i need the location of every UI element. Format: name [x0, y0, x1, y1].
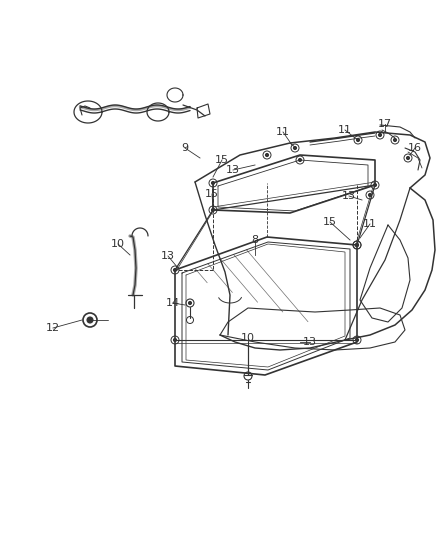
Circle shape: [392, 139, 396, 141]
Circle shape: [211, 182, 214, 184]
Circle shape: [355, 244, 358, 246]
Circle shape: [355, 338, 358, 342]
Text: 11: 11: [362, 219, 376, 229]
Circle shape: [211, 208, 214, 212]
Text: 10: 10: [240, 333, 254, 343]
Circle shape: [87, 317, 93, 323]
Circle shape: [367, 193, 371, 197]
Text: 15: 15: [215, 155, 229, 165]
Text: 9: 9: [181, 143, 188, 153]
Text: 14: 14: [166, 298, 180, 308]
Circle shape: [188, 302, 191, 304]
Circle shape: [406, 157, 409, 159]
Text: 13: 13: [161, 251, 175, 261]
Circle shape: [373, 183, 376, 187]
Circle shape: [265, 154, 268, 157]
Text: 15: 15: [205, 189, 219, 199]
Text: 13: 13: [302, 337, 316, 347]
Text: 17: 17: [377, 119, 391, 129]
Text: 13: 13: [341, 191, 355, 201]
Text: 10: 10: [111, 239, 125, 249]
Text: 13: 13: [226, 165, 240, 175]
Text: 11: 11: [337, 125, 351, 135]
Circle shape: [293, 147, 296, 149]
Circle shape: [378, 133, 381, 136]
Circle shape: [298, 158, 301, 161]
Text: 16: 16: [407, 143, 421, 153]
Circle shape: [173, 338, 176, 342]
Circle shape: [355, 244, 358, 246]
Circle shape: [173, 269, 176, 271]
Text: 8: 8: [251, 235, 258, 245]
Circle shape: [356, 139, 359, 141]
Text: 11: 11: [276, 127, 290, 137]
Text: 15: 15: [322, 217, 336, 227]
Text: 12: 12: [46, 323, 60, 333]
